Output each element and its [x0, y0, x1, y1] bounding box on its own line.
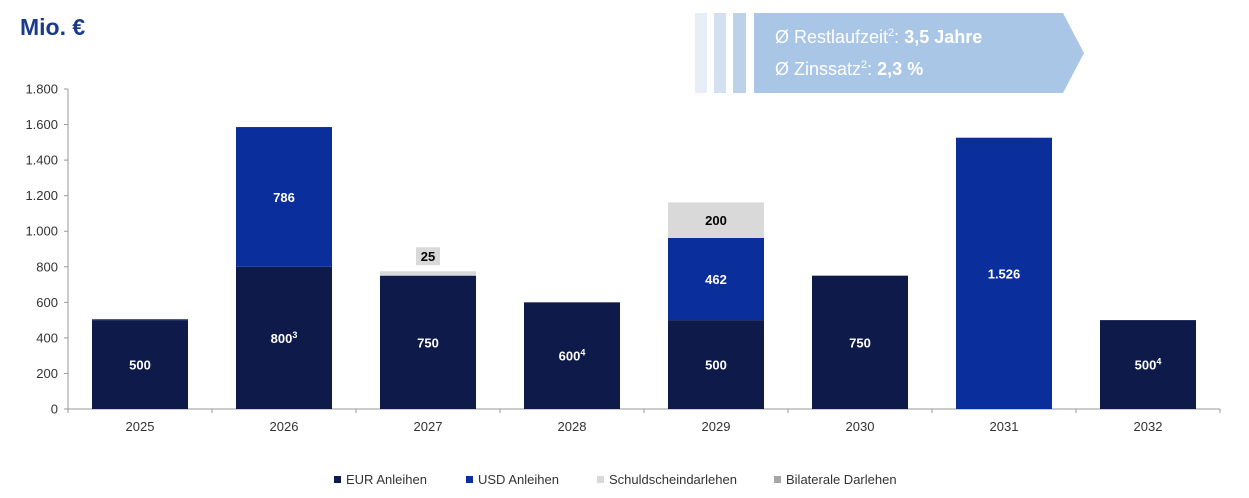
y-tick-label: 800 [36, 259, 58, 274]
callout-line-zinssatz: Ø Zinssatz2: 2,3 % [775, 59, 923, 80]
data-label: 1.526 [988, 266, 1021, 281]
y-tick-label: 1.200 [25, 188, 58, 203]
kpi-callout: Ø Restlaufzeit2: 3,5 Jahre Ø Zinssatz2: … [695, 13, 1085, 93]
bar-segment [524, 302, 620, 409]
bar-segment [380, 275, 476, 409]
callout-stripe [714, 13, 726, 93]
y-tick-label: 400 [36, 330, 58, 345]
y-tick-label: 0 [51, 402, 58, 417]
callout-stripe [733, 13, 746, 93]
bar-segment [1100, 320, 1196, 409]
maturity-bar-chart: 0 200 400 600 800 1.000 1.200 1.400 1.600 1.800 20… [25, 82, 1221, 434]
y-tick-label: 200 [36, 366, 58, 381]
data-label: 5004 [1135, 357, 1162, 373]
callout-value: 2,3 % [877, 59, 924, 79]
legend-item: EUR Anleihen [334, 472, 427, 487]
legend-item: USD Anleihen [466, 472, 559, 487]
x-tick-label: 2032 [1134, 419, 1163, 434]
legend-swatch [774, 476, 781, 483]
footnote-marker: 3 [292, 330, 297, 340]
data-label: 6004 [559, 348, 586, 364]
y-tick-label: 1.600 [25, 117, 58, 132]
callout-stripe [695, 13, 707, 93]
legend-item: Bilaterale Darlehen [774, 472, 897, 487]
callout-separator: : [894, 27, 905, 47]
legend-swatch [466, 476, 473, 483]
footnote-marker: 4 [1156, 357, 1161, 367]
data-label: 750 [849, 335, 871, 350]
bar-segment [236, 266, 332, 409]
bar-segment [956, 137, 1052, 409]
data-label: 462 [705, 272, 727, 287]
footnote-marker: 4 [580, 348, 585, 358]
callout-label: Ø Restlaufzeit [775, 27, 889, 47]
x-tick-label: 2026 [270, 419, 299, 434]
footnote-marker: 2 [861, 59, 868, 71]
data-label: 200 [705, 213, 727, 228]
callout-arrow-shape [754, 13, 1084, 93]
bar-segment [236, 127, 332, 267]
data-label: 786 [273, 190, 295, 205]
y-tick-label: 600 [36, 295, 58, 310]
data-label-box [416, 247, 440, 266]
x-tick-label: 2025 [126, 419, 155, 434]
bar-segment [380, 271, 476, 276]
bar-segment [668, 202, 764, 238]
data-label: 8003 [271, 330, 298, 346]
data-label: 500 [705, 358, 727, 373]
y-tick-label: 1.800 [25, 82, 58, 97]
unit-label: Mio. € [20, 14, 86, 40]
legend-swatch [597, 476, 604, 483]
bar-segment [668, 237, 764, 321]
legend-item: Schuldscheindarlehen [597, 472, 737, 487]
bar-segment [92, 320, 188, 409]
callout-value: 3,5 Jahre [904, 27, 983, 47]
callout-separator: : [867, 59, 878, 79]
legend-label: Bilaterale Darlehen [786, 472, 897, 487]
footnote-marker: 2 [888, 27, 895, 39]
callout-label: Ø Zinssatz [775, 59, 862, 79]
x-tick-label: 2027 [414, 419, 443, 434]
legend-swatch [334, 476, 341, 483]
bar-segment [92, 319, 188, 321]
bar-segment [668, 320, 764, 409]
x-tick-label: 2028 [558, 419, 587, 434]
bar-segment [812, 275, 908, 409]
x-tick-label: 2029 [702, 419, 731, 434]
y-tick-label: 1.000 [25, 224, 58, 239]
legend-label: USD Anleihen [478, 472, 559, 487]
data-label: 750 [417, 335, 439, 350]
y-tick-label: 1.400 [25, 153, 58, 168]
x-tick-label: 2031 [990, 419, 1019, 434]
callout-line-restlaufzeit: Ø Restlaufzeit2: 3,5 Jahre [775, 27, 982, 48]
legend-label: EUR Anleihen [346, 472, 427, 487]
x-tick-label: 2030 [846, 419, 875, 434]
data-label: 500 [129, 358, 151, 373]
data-label: 25 [421, 249, 435, 264]
legend-label: Schuldscheindarlehen [609, 472, 737, 487]
